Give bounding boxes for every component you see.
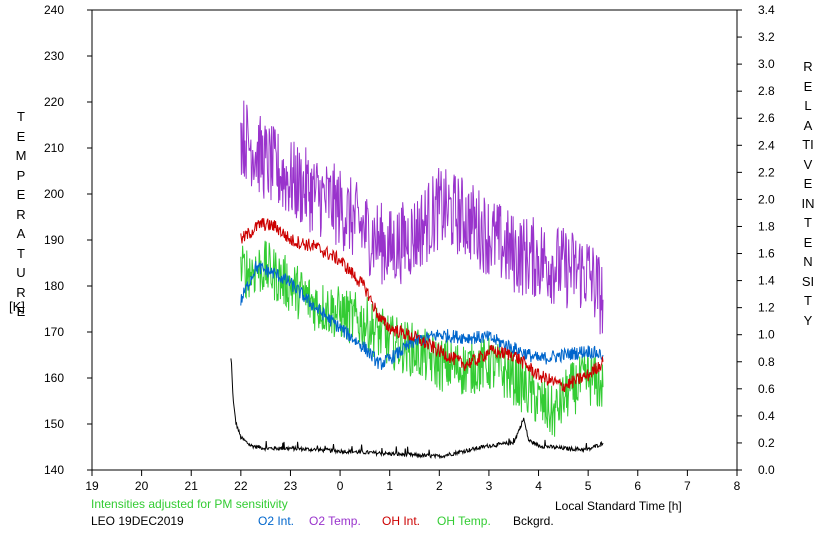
x-tick-label: 4 <box>535 479 542 493</box>
pm-sensitivity-note: Intensities adjusted for PM sensitivity <box>91 497 288 511</box>
series-line-bckgrd <box>230 358 604 460</box>
right-tick-label: 3.0 <box>758 57 775 71</box>
series-line-oh-int <box>240 217 604 393</box>
legend-o2-temp: O2 Temp. <box>309 514 361 528</box>
right-tick-label: 0.0 <box>758 463 775 477</box>
left-axis-unit: [K] <box>9 299 25 314</box>
x-tick-label: 1 <box>386 479 393 493</box>
right-tick-label: 2.4 <box>758 138 775 152</box>
left-axis-title: TEMPERATURE <box>15 109 27 319</box>
legend-oh-int: OH Int. <box>382 514 421 528</box>
x-tick-label: 19 <box>85 479 99 493</box>
left-tick-label: 180 <box>44 279 64 293</box>
right-tick-label: 0.8 <box>758 355 775 369</box>
right-tick-label: 0.4 <box>758 409 775 423</box>
x-tick-label: 7 <box>684 479 691 493</box>
right-tick-label: 1.4 <box>758 274 775 288</box>
legend-oh-temp: OH Temp. <box>437 514 491 528</box>
series-line-o2-temp <box>240 100 604 335</box>
left-tick-label: 230 <box>44 49 64 63</box>
left-tick-label: 170 <box>44 325 64 339</box>
right-tick-label: 1.8 <box>758 219 775 233</box>
left-tick-label: 140 <box>44 463 64 477</box>
right-tick-label: 2.2 <box>758 165 775 179</box>
left-tick-label: 150 <box>44 417 64 431</box>
right-axis-ticks: 0.0 0.2 0.4 0.6 0.8 1.0 1.2 1.4 1.6 1.8 2.0 2.2 2.4 2… <box>737 3 775 477</box>
legend-o2-int: O2 Int. <box>258 514 295 528</box>
x-tick-label: 8 <box>734 479 741 493</box>
series-layer <box>230 100 604 460</box>
x-tick-label: 0 <box>337 479 344 493</box>
right-tick-label: 3.4 <box>758 3 775 17</box>
right-tick-label: 2.0 <box>758 192 775 206</box>
right-tick-label: 0.6 <box>758 382 775 396</box>
left-tick-label: 210 <box>44 141 64 155</box>
x-tick-label: 23 <box>284 479 298 493</box>
right-tick-label: 1.0 <box>758 328 775 342</box>
left-tick-label: 160 <box>44 371 64 385</box>
right-tick-label: 1.2 <box>758 301 775 315</box>
x-axis-title: Local Standard Time [h] <box>555 499 682 513</box>
left-axis-ticks: 140 150 160 170 180 190 200 210 220 230 240 <box>44 3 92 477</box>
x-tick-label: 5 <box>585 479 592 493</box>
right-tick-label: 0.2 <box>758 436 775 450</box>
x-axis-ticks: 19 20 21 22 23 0 1 2 3 4 5 6 7 8 <box>85 470 741 493</box>
left-tick-label: 190 <box>44 233 64 247</box>
x-tick-label: 3 <box>486 479 493 493</box>
right-tick-label: 2.8 <box>758 84 775 98</box>
x-tick-label: 20 <box>135 479 149 493</box>
x-tick-label: 21 <box>185 479 199 493</box>
left-tick-label: 220 <box>44 95 64 109</box>
x-tick-label: 2 <box>436 479 443 493</box>
left-tick-label: 200 <box>44 187 64 201</box>
x-tick-label: 22 <box>234 479 248 493</box>
right-tick-label: 1.6 <box>758 247 775 261</box>
legend-bckgrd: Bckgrd. <box>513 514 554 528</box>
right-tick-label: 2.6 <box>758 111 775 125</box>
right-axis-title: RELATIVE INTENSITY <box>801 59 815 328</box>
right-tick-label: 3.2 <box>758 30 775 44</box>
left-tick-label: 240 <box>44 3 64 17</box>
station-date-label: LEO 19DEC2019 <box>91 514 184 528</box>
x-tick-label: 6 <box>634 479 641 493</box>
